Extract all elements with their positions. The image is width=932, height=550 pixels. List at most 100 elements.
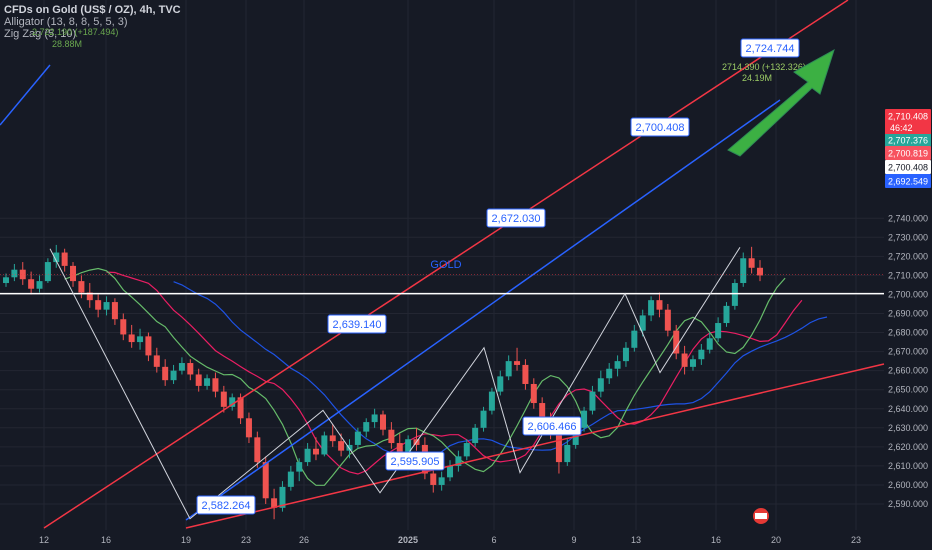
price-tag-box (885, 160, 931, 174)
countdown-box (885, 122, 931, 134)
x-tick-label: 23 (241, 535, 251, 545)
candle-body (405, 439, 412, 453)
candle-body (220, 391, 227, 407)
price-tag-5[interactable]: 2,692.549 (885, 174, 931, 188)
channel-mid-line (185, 99, 781, 521)
candle-body (463, 443, 470, 457)
symbol-title[interactable]: CFDs on Gold (US$ / OZ), 4h, TVC (4, 4, 181, 16)
candle-body (95, 300, 102, 310)
y-tick-label: 2,660.000 (888, 366, 928, 376)
x-tick-label: 23 (851, 535, 861, 545)
candle-body (539, 403, 546, 421)
candle-body (430, 473, 437, 485)
candle-body (162, 366, 169, 381)
candle-body (3, 277, 9, 284)
candle-body (271, 498, 278, 508)
zigzag-indicator-label[interactable]: Zig Zag (5, 10) (4, 28, 77, 40)
candle-body (581, 410, 588, 428)
candle-body (128, 334, 135, 343)
countdown-label: 46:42 (890, 123, 913, 133)
candle-body (103, 302, 110, 310)
price-tag-text: 2,700.819 (888, 149, 928, 159)
price-tag-box (885, 133, 931, 147)
zigzag-label-2: 2,639.140 (327, 314, 387, 334)
y-tick-label: 2,720.000 (888, 251, 928, 261)
candle-body (229, 397, 236, 407)
alligator-indicator-label[interactable]: Alligator (13, 8, 8, 5, 5, 3) (4, 16, 128, 28)
price-tag-text: 2,710.408 (888, 112, 928, 122)
zigzag-label-text: 2,595.905 (391, 456, 440, 468)
left-blue-line (0, 64, 51, 126)
y-tick-label: 2,600.000 (888, 480, 928, 490)
time-axis[interactable]: 12 16 19 23 26 2025 6 9 13 16 20 23 (39, 535, 861, 545)
candle-body (254, 437, 261, 463)
price-tag-4[interactable]: 2,700.408 (885, 160, 931, 174)
zigzag-label-1: 2,582.264 (196, 495, 256, 515)
zigzag-label-text: 2,700.408 (636, 122, 685, 134)
zigzag-label-box (630, 117, 690, 137)
candle-body (262, 462, 269, 499)
candle-body (178, 363, 185, 371)
zigzag-label-7: 2,724.744 (740, 38, 800, 58)
candle-body (187, 363, 194, 375)
price-tag-2[interactable]: 2,707.376 (885, 133, 931, 147)
y-tick-label: 2,630.000 (888, 423, 928, 433)
price-tag-text: 2,692.549 (888, 177, 928, 187)
candle-body (614, 361, 621, 369)
y-tick-label: 2,740.000 (888, 213, 928, 223)
candle-body (137, 336, 144, 343)
x-tick-label: 9 (571, 535, 576, 545)
candle-body (11, 269, 18, 278)
zigzag-label-3: 2,595.905 (385, 451, 445, 471)
y-tick-label: 2,690.000 (888, 309, 928, 319)
alligator-lips-line (64, 267, 786, 486)
zigzag-label-text: 2,672.030 (492, 213, 541, 225)
x-tick-label: 12 (39, 535, 49, 545)
candle-body (455, 456, 462, 466)
candle-body (488, 391, 495, 411)
candle-body (522, 364, 529, 384)
price-tag-3[interactable]: 2,700.819 (885, 146, 931, 160)
candle-body (472, 427, 479, 444)
candle-body (204, 378, 211, 386)
candle-body (664, 309, 671, 331)
candle-body (312, 448, 319, 455)
channel-upper-line (43, 0, 849, 529)
candle-body (447, 465, 454, 478)
candle-body (698, 349, 705, 360)
x-tick-label: 20 (771, 535, 781, 545)
candle-body (279, 486, 286, 508)
y-tick-label: 2,620.000 (888, 442, 928, 452)
x-tick-label: 19 (181, 535, 191, 545)
zigzag-label-box (486, 208, 546, 228)
candle-body (438, 477, 445, 485)
candle-body (53, 252, 60, 263)
price-axis[interactable]: 2,590.000 2,600.000 2,610.000 2,620.000 2,63… (885, 109, 931, 509)
candle-body (648, 300, 655, 316)
candle-body (170, 370, 177, 381)
channel-lower-line (185, 363, 885, 529)
candle-body (354, 431, 361, 445)
candle-body (321, 435, 328, 455)
candle-body (145, 336, 152, 356)
y-tick-label: 2,710.000 (888, 270, 928, 280)
zigzag-label-4: 2,672.030 (486, 208, 546, 228)
price-tag-text: 2,700.408 (888, 163, 928, 173)
y-tick-label: 2,640.000 (888, 404, 928, 414)
calendar-flag-icon[interactable] (753, 508, 769, 524)
candle-body (36, 281, 43, 289)
candle-body (731, 283, 738, 306)
candle-body (86, 292, 93, 301)
y-tick-label: 2,730.000 (888, 232, 928, 242)
alligator-jaw-line (173, 281, 828, 463)
candle-body (78, 281, 85, 293)
candle-body (195, 374, 202, 386)
candle-body (237, 397, 244, 419)
price-tag-box (885, 109, 931, 123)
candle-body (689, 359, 696, 367)
candle-body (480, 410, 487, 428)
candle-body (639, 315, 646, 331)
zigzag-label-5: 2,606.466 (522, 416, 582, 436)
price-tag-1[interactable]: 2,710.408 (885, 109, 931, 123)
